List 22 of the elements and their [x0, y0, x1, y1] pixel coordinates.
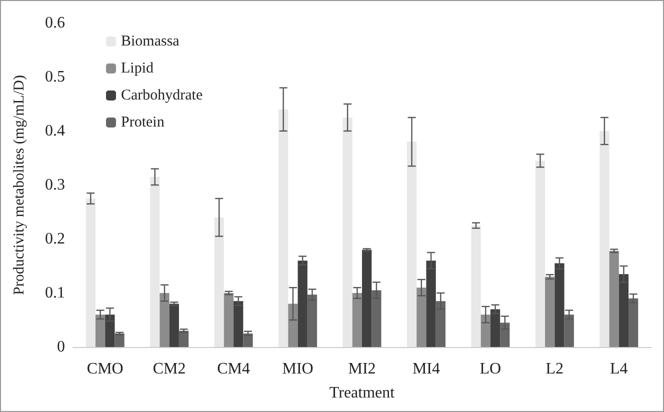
y-tick-label: 0.3: [45, 176, 65, 194]
legend-label: Protein: [121, 114, 165, 130]
y-tick-label: 0.6: [45, 14, 65, 32]
x-tick-label: L4: [610, 360, 628, 378]
x-tick-label: MIO: [282, 360, 314, 378]
y-tick-label: 0: [57, 338, 65, 356]
x-tick-label: MI4: [412, 360, 440, 378]
y-tick-label: 0.5: [45, 68, 65, 86]
x-tick-label: CM2: [152, 360, 186, 378]
y-tick-label: 0.1: [45, 284, 65, 302]
x-tick-label: CMO: [86, 360, 124, 378]
y-axis-title: Productivity metabolites (mg/mL/D): [12, 75, 28, 295]
legend-label: Biomassa: [121, 34, 180, 50]
y-tick-label: 0.4: [45, 122, 65, 140]
legend-label: Carbohydrate: [121, 88, 203, 104]
x-tick-label: MI2: [348, 360, 376, 378]
x-tick-label: LO: [480, 360, 502, 378]
y-tick-label: 0.2: [45, 230, 65, 248]
x-tick-label: CM4: [217, 360, 250, 378]
legend-label: Lipid: [121, 60, 154, 76]
x-axis-title: Treatment: [329, 384, 396, 402]
x-tick-label: L2: [546, 360, 564, 378]
